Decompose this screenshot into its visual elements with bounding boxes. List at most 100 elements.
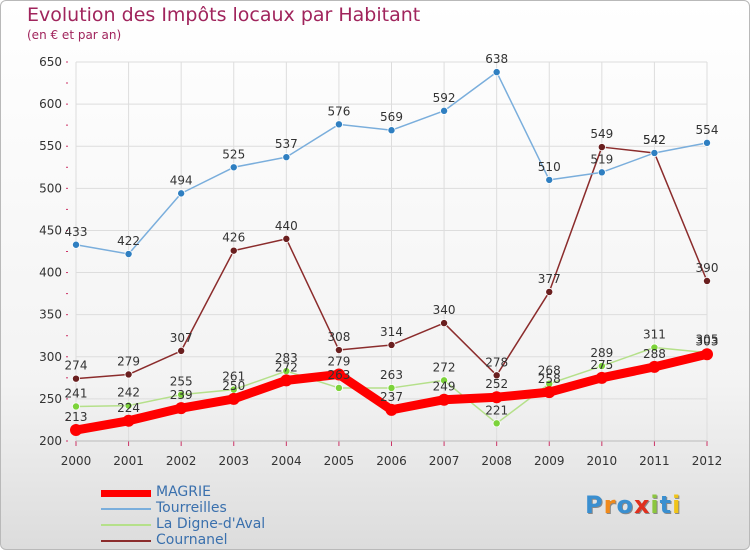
- data-point: [387, 383, 396, 392]
- data-point: [440, 319, 449, 328]
- logo-letter: i: [650, 491, 660, 519]
- logo-letter: t: [659, 491, 673, 519]
- data-point: [650, 148, 659, 157]
- data-label: 263: [380, 368, 403, 382]
- legend-swatch: [101, 524, 151, 526]
- data-point: [332, 368, 345, 381]
- data-point: [72, 240, 81, 249]
- data-point: [597, 168, 606, 177]
- legend-swatch: [101, 490, 151, 497]
- legend-label: Tourreilles: [156, 500, 227, 516]
- y-tick-label: 200: [39, 434, 62, 448]
- data-label: 542: [643, 133, 666, 147]
- data-label: 307: [170, 331, 193, 345]
- data-point: [440, 106, 449, 115]
- logo-letter: r: [603, 491, 617, 519]
- data-label: 440: [275, 219, 298, 233]
- data-point: [701, 348, 713, 361]
- data-label: 549: [590, 127, 613, 141]
- legend-label: Cournanel: [156, 532, 228, 548]
- data-point: [597, 143, 606, 152]
- data-label: 274: [65, 359, 88, 373]
- data-point: [227, 392, 240, 405]
- data-point: [703, 138, 712, 147]
- data-point: [175, 402, 188, 415]
- data-point: [492, 419, 501, 428]
- data-point: [650, 343, 659, 352]
- data-point: [545, 287, 554, 296]
- chart-title: Evolution des Impôts locaux par Habitant: [27, 4, 421, 26]
- data-label: 241: [65, 386, 88, 400]
- data-label: 340: [433, 303, 456, 317]
- legend-label: La Digne-d'Aval: [156, 516, 266, 532]
- x-tick-label: 2008: [481, 454, 512, 468]
- data-label: 311: [643, 328, 666, 342]
- logo-letter: o: [616, 491, 634, 519]
- data-point: [703, 276, 712, 285]
- legend-swatch: [101, 508, 151, 510]
- data-point: [124, 401, 133, 410]
- data-label: 390: [696, 261, 719, 275]
- data-point: [229, 163, 238, 172]
- data-point: [122, 414, 135, 427]
- data-label: 275: [590, 358, 613, 372]
- data-point: [70, 424, 82, 437]
- data-label: 268: [538, 364, 561, 378]
- data-label: 283: [275, 351, 298, 365]
- data-label: 237: [380, 390, 403, 404]
- data-label: 263: [327, 368, 350, 382]
- data-label: 221: [485, 403, 508, 417]
- data-label: 239: [170, 388, 193, 402]
- data-point: [177, 390, 186, 399]
- data-label: 288: [643, 347, 666, 361]
- x-tick-label: 2001: [113, 454, 144, 468]
- x-tick-label: 2000: [61, 454, 92, 468]
- data-label: 303: [696, 334, 719, 348]
- x-tick-label: 2009: [534, 454, 565, 468]
- data-label: 592: [433, 91, 456, 105]
- logo-letter: i: [672, 491, 682, 519]
- data-point: [334, 120, 343, 129]
- legend-swatch: [101, 540, 151, 542]
- data-label: 638: [485, 52, 508, 66]
- data-label: 278: [485, 355, 508, 369]
- y-tick-label: 350: [39, 308, 62, 322]
- data-label: 272: [433, 360, 456, 374]
- y-tick-label: 450: [39, 223, 62, 237]
- data-point: [597, 362, 606, 371]
- data-label: 569: [380, 110, 403, 124]
- data-point: [385, 403, 398, 416]
- data-point: [545, 175, 554, 184]
- y-tick-label: 650: [39, 55, 62, 69]
- logo-letter: x: [633, 491, 651, 519]
- data-label: 213: [65, 410, 88, 424]
- data-label: 537: [275, 137, 298, 151]
- data-label: 305: [696, 333, 719, 347]
- y-tick-label: 600: [39, 97, 62, 111]
- data-point: [124, 250, 133, 259]
- x-tick-label: 2005: [324, 454, 355, 468]
- data-label: 519: [590, 152, 613, 166]
- x-tick-label: 2004: [271, 454, 302, 468]
- y-tick-label: 300: [39, 350, 62, 364]
- y-tick-label: 550: [39, 139, 62, 153]
- data-point: [280, 374, 293, 387]
- data-label: 542: [643, 133, 666, 147]
- x-tick-label: 2003: [218, 454, 249, 468]
- data-point: [124, 370, 133, 379]
- data-label: 279: [327, 354, 350, 368]
- logo-letter: P: [585, 491, 604, 519]
- x-tick-label: 2010: [587, 454, 618, 468]
- data-point: [648, 360, 661, 373]
- data-label: 433: [65, 225, 88, 239]
- data-label: 224: [117, 401, 140, 415]
- data-label: 554: [696, 123, 719, 137]
- data-point: [282, 234, 291, 243]
- data-point: [177, 346, 186, 355]
- data-point: [440, 376, 449, 385]
- y-tick-label: 500: [39, 181, 62, 195]
- data-point: [492, 68, 501, 77]
- x-tick-label: 2002: [166, 454, 197, 468]
